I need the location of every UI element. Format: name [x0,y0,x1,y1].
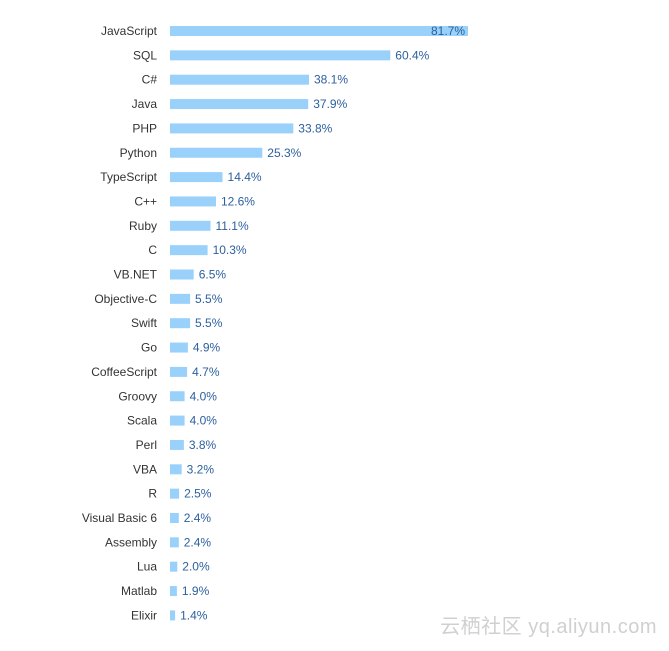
bar-scala [170,415,185,426]
category-label-ruby: Ruby [129,219,157,233]
category-label-r: R [148,487,157,501]
bar-c [170,74,309,85]
bar-elixir [170,610,176,621]
bar-java [170,99,309,110]
bar-visual-basic-6 [170,513,179,523]
bar-ruby [170,220,211,231]
bar-vb-net [170,269,194,280]
value-label-groovy: 4.0% [190,389,218,403]
bar-c [170,196,216,207]
category-label-lua: Lua [137,560,157,574]
bar-objective-c [170,293,191,304]
value-label-c: 38.1% [314,73,348,87]
bar-sql [170,50,391,61]
value-label-r: 2.5% [184,487,212,501]
bar-python [170,147,263,158]
category-label-assembly: Assembly [105,535,157,549]
category-label-c: C# [142,73,158,87]
value-label-visual-basic-6: 2.4% [184,511,212,525]
category-label-sql: SQL [133,48,157,62]
value-label-coffeescript: 4.7% [192,365,220,379]
category-label-vb-net: VB.NET [114,268,158,282]
value-label-c: 10.3% [213,243,247,257]
value-label-vb-net: 6.5% [199,268,227,282]
bar-perl [170,439,184,450]
bar-go [170,342,188,353]
bar-lua [170,561,178,572]
bar-groovy [170,391,185,402]
category-label-scala: Scala [127,414,157,428]
category-label-coffeescript: CoffeeScript [91,365,157,379]
value-label-perl: 3.8% [189,438,217,452]
bar-swift [170,318,191,329]
category-label-swift: Swift [131,316,158,330]
category-label-javascript: JavaScript [101,24,158,38]
value-label-go: 4.9% [193,341,221,355]
category-label-groovy: Groovy [118,389,157,403]
value-label-assembly: 2.4% [184,535,212,549]
value-label-scala: 4.0% [190,414,218,428]
value-label-python: 25.3% [267,146,301,160]
value-label-sql: 60.4% [395,48,429,62]
value-label-swift: 5.5% [195,316,223,330]
category-label-python: Python [120,146,157,160]
category-label-elixir: Elixir [131,608,157,622]
category-label-perl: Perl [136,438,157,452]
bar-assembly [170,537,179,548]
category-label-objective-c: Objective-C [94,292,157,306]
category-label-go: Go [141,341,157,355]
bar-r [170,488,180,499]
bar-javascript [170,26,468,36]
category-label-typescript: TypeScript [100,170,157,184]
bar-vba [170,464,182,475]
watermark: 云栖社区 yq.aliyun.com [440,616,657,638]
value-label-elixir: 1.4% [180,608,208,622]
category-label-matlab: Matlab [121,584,157,598]
category-label-c: C [148,243,157,257]
bar-coffeescript [170,366,188,377]
category-label-java: Java [132,97,158,111]
category-label-php: PHP [132,121,157,135]
category-label-c: C++ [134,194,157,208]
value-label-ruby: 11.1% [215,219,248,233]
value-label-matlab: 1.9% [182,584,210,598]
category-label-vba: VBA [133,462,157,476]
value-label-javascript: 81.7% [431,24,465,38]
value-label-lua: 2.0% [182,560,210,574]
value-label-typescript: 14.4% [228,170,262,184]
bar-php [170,123,294,134]
value-label-php: 33.8% [298,121,332,135]
value-label-vba: 3.2% [187,462,215,476]
bar-typescript [170,172,223,183]
value-label-c: 12.6% [221,194,255,208]
value-label-java: 37.9% [313,97,347,111]
category-label-visual-basic-6: Visual Basic 6 [82,511,157,525]
bar-c [170,245,208,256]
value-label-objective-c: 5.5% [195,292,223,306]
bar-matlab [170,586,177,597]
